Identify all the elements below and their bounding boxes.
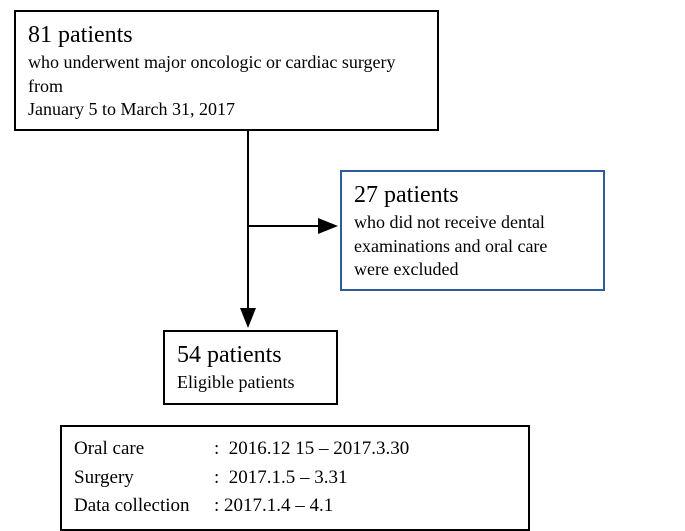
initial-title: 81 patients [28, 20, 425, 51]
initial-desc1: who underwent major oncologic or cardiac… [28, 51, 425, 98]
info-value: : 2017.1.4 – 4.1 [214, 495, 333, 516]
eligible-desc1: Eligible patients [177, 371, 324, 394]
info-label: Data collection [74, 492, 214, 521]
info-row-data-collection: Data collection: 2017.1.4 – 4.1 [74, 492, 516, 521]
info-row-surgery: Surgery: 2017.1.5 – 3.31 [74, 464, 516, 493]
info-label: Oral care [74, 435, 214, 464]
box-excluded-patients: 27 patients who did not receive dental e… [340, 170, 605, 291]
box-eligible-patients: 54 patients Eligible patients [163, 330, 338, 405]
box-initial-patients: 81 patients who underwent major oncologi… [14, 10, 439, 131]
info-value: : 2017.1.5 – 3.31 [214, 467, 348, 488]
eligible-title: 54 patients [177, 340, 324, 371]
excluded-title: 27 patients [354, 180, 591, 211]
info-label: Surgery [74, 464, 214, 493]
excluded-desc1: who did not receive dental [354, 211, 591, 234]
excluded-desc3: were excluded [354, 258, 591, 281]
box-info-dates: Oral care: 2016.12 15 – 2017.3.30 Surger… [60, 425, 530, 531]
initial-desc2: January 5 to March 31, 2017 [28, 98, 425, 121]
info-value: : 2016.12 15 – 2017.3.30 [214, 438, 409, 459]
excluded-desc2: examinations and oral care [354, 235, 591, 258]
info-row-oral-care: Oral care: 2016.12 15 – 2017.3.30 [74, 435, 516, 464]
